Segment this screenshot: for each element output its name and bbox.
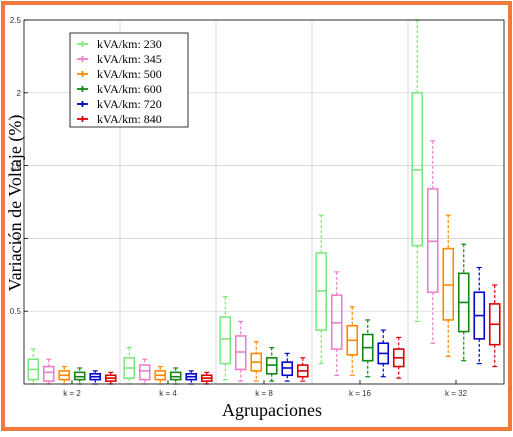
box-kva-km-345-k32 — [426, 140, 439, 344]
box-kva-km-600-k8 — [265, 347, 278, 382]
box-kva-km-500-k16 — [346, 306, 359, 376]
box-kva-km-600-k32 — [457, 243, 470, 362]
boxes-layer — [27, 19, 501, 385]
box-iqr — [219, 316, 232, 365]
box-kva-km-345-k4 — [138, 358, 151, 385]
x-axis-label: Agrupaciones — [222, 400, 322, 420]
box-kva-km-500-k8 — [250, 341, 263, 382]
legend-label: kVA/km: 600 — [97, 82, 162, 96]
box-kva-km-720-k32 — [473, 266, 486, 365]
box-kva-km-840-k16 — [392, 336, 405, 379]
y-tick-label: 2.5 — [10, 16, 22, 25]
box-kva-km-500-k2 — [58, 365, 71, 385]
legend-label: kVA/km: 720 — [97, 97, 162, 111]
legend-label: kVA/km: 840 — [97, 112, 162, 126]
box-iqr — [42, 365, 55, 382]
legend-box — [69, 32, 189, 128]
y-tick-label: 1 — [17, 234, 22, 243]
box-kva-km-230-k8 — [219, 296, 232, 381]
box-kva-km-840-k32 — [488, 284, 501, 368]
box-kva-km-230-k16 — [315, 214, 328, 365]
box-kva-km-345-k8 — [234, 320, 247, 382]
x-tick-label: k = 32 — [445, 389, 468, 398]
x-tick-label: k = 8 — [255, 389, 273, 398]
box-kva-km-840-k8 — [296, 357, 309, 382]
legend-item: kVA/km: 500 — [77, 67, 162, 81]
box-kva-km-720-k8 — [281, 352, 294, 382]
y-axis-label: Variación de Voltaje (%) — [5, 115, 26, 292]
box-kva-km-720-k16 — [377, 329, 390, 378]
box-iqr — [138, 364, 151, 381]
x-tick-label: k = 4 — [159, 389, 177, 398]
legend-label: kVA/km: 500 — [97, 67, 162, 81]
box-kva-km-230-k32 — [411, 19, 424, 322]
legend-item: kVA/km: 600 — [77, 82, 162, 96]
legend-item: kVA/km: 345 — [77, 52, 162, 66]
y-tick-label: 2 — [17, 89, 22, 98]
box-kva-km-345-k16 — [330, 271, 343, 376]
legend-item: kVA/km: 230 — [77, 37, 162, 51]
axis-ticks: 0.5 1 1.5 2 2.5 k = 2 k = 4 k = 8 k = 16 k = 32 — [10, 16, 468, 398]
legend-item: kVA/km: 840 — [77, 112, 162, 126]
box-kva-km-230-k4 — [123, 347, 136, 385]
x-tick-label: k = 16 — [349, 389, 372, 398]
legend-label: kVA/km: 345 — [97, 52, 162, 66]
y-tick-label: 1.5 — [10, 162, 22, 171]
box-kva-km-600-k16 — [361, 319, 374, 378]
legend-label: kVA/km: 230 — [97, 37, 162, 51]
legend-item: kVA/km: 720 — [77, 97, 162, 111]
box-kva-km-500-k32 — [442, 214, 455, 357]
y-tick-label: 0.5 — [10, 307, 22, 316]
x-tick-label: k = 2 — [63, 389, 81, 398]
